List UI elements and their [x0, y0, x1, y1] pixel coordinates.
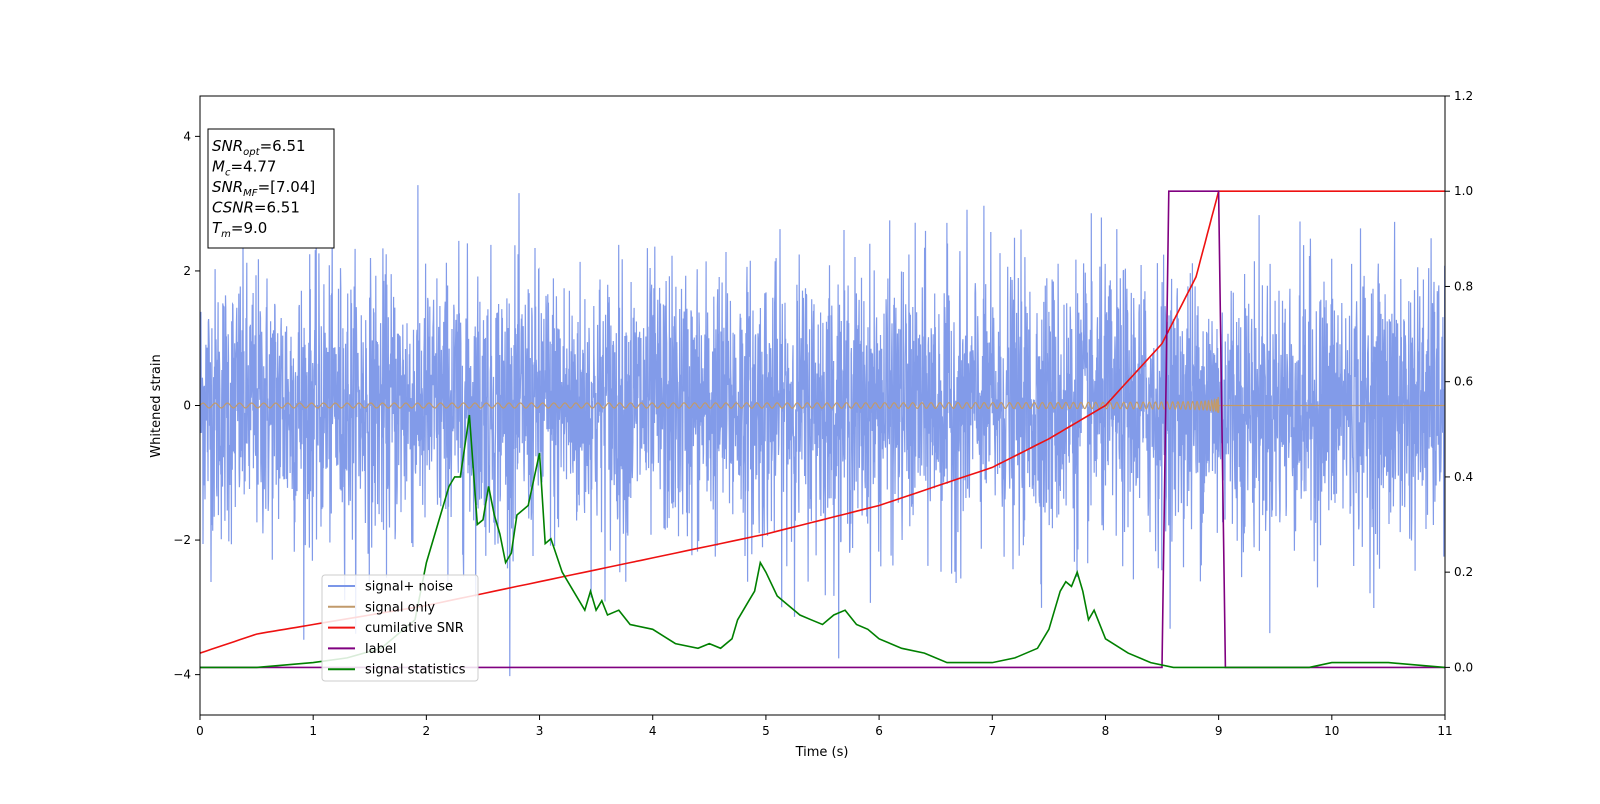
y-tick-label: 2 — [183, 264, 191, 278]
series-signal-statistics — [200, 414, 1445, 669]
x-tick-label: 1 — [309, 724, 317, 738]
y2-tick-label: 1.0 — [1454, 184, 1473, 198]
y2-tick-label: 0.4 — [1454, 470, 1473, 484]
x-tick-label: 11 — [1437, 724, 1452, 738]
y-tick-label: 0 — [183, 399, 191, 413]
annotation-line: Mc=4.77 — [212, 158, 276, 179]
annotation-frame — [207, 128, 335, 249]
x-tick-label: 7 — [988, 724, 996, 738]
y2-tick-label: 1.2 — [1454, 89, 1473, 103]
y2-tick-label: 0.0 — [1454, 660, 1473, 674]
x-tick-label: 2 — [423, 724, 431, 738]
y-tick-label: −4 — [173, 668, 191, 682]
legend-label: cumilative SNR — [365, 621, 464, 636]
x-tick-label: 6 — [875, 724, 883, 738]
x-tick-label: 3 — [536, 724, 544, 738]
y-tick-label: 4 — [183, 129, 191, 143]
annotation-line: SNRopt=6.51 — [212, 137, 306, 158]
series-signal-noise — [200, 185, 1445, 677]
legend-label: signal statistics — [365, 663, 466, 678]
x-tick-label: 10 — [1324, 724, 1339, 738]
series-signal-only — [200, 396, 1445, 413]
x-tick-label: 4 — [649, 724, 657, 738]
x-tick-label: 9 — [1215, 724, 1223, 738]
y2-tick-label: 0.6 — [1454, 375, 1473, 389]
x-tick-label: 0 — [196, 724, 204, 738]
legend-label: signal+ noise — [365, 580, 453, 595]
x-tick-label: 8 — [1102, 724, 1110, 738]
legend: signal+ noise signal only cumilative SNR la… — [321, 574, 479, 682]
axes: 0 1 2 3 4 5 6 7 8 9 10 11 −4 −2 0 2 4 0.0 0.2 0.4 0.6 0.8 1.0 1… — [173, 89, 1473, 738]
legend-frame — [321, 574, 479, 682]
x-tick-label: 5 — [762, 724, 770, 738]
legend-label: signal only — [365, 600, 435, 615]
x-axis-label: Time (s) — [795, 745, 849, 760]
legend-label: label — [365, 642, 396, 657]
y-tick-label: −2 — [173, 533, 191, 547]
y2-tick-label: 0.2 — [1454, 565, 1473, 579]
y2-tick-label: 0.8 — [1454, 279, 1473, 293]
annotation-line: SNRMF=[7.04] — [212, 178, 315, 199]
annotation-line: Tm=9.0 — [212, 219, 267, 240]
y-axis-label: Whitened strain — [149, 354, 164, 457]
annotation-line: CSNR=6.51 — [212, 199, 300, 217]
